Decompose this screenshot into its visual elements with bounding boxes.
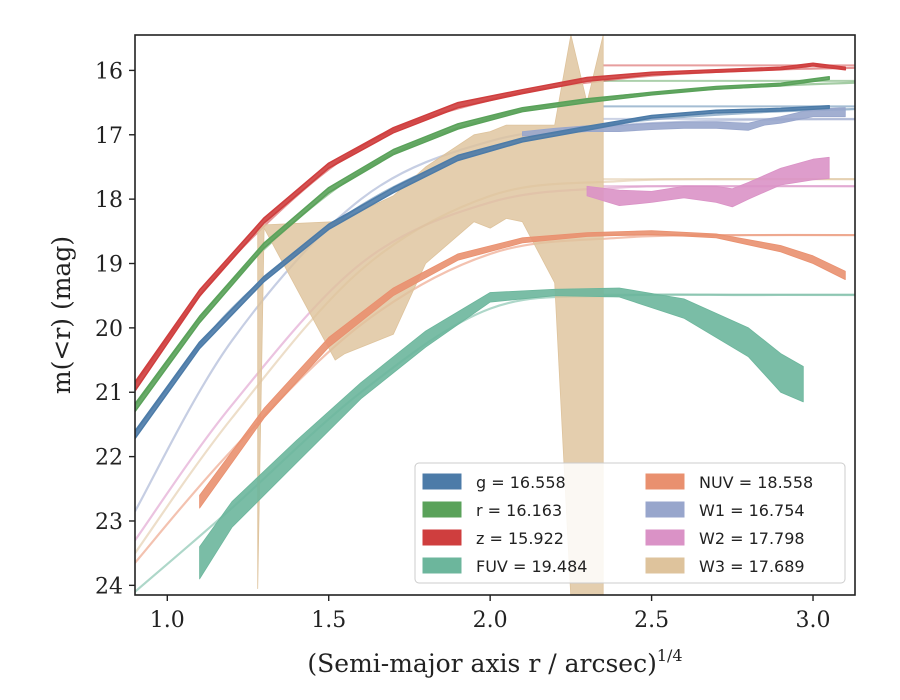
y-axis-label: m(<r) (mag) [47,236,76,394]
x-axis-label: (Semi-major axis r / arcsec)1/4 [307,646,682,678]
legend-swatch-w1 [645,501,685,518]
band-w2 [586,156,830,208]
plot-frame [134,34,856,596]
legend-label-fuv: FUV = 19.484 [476,557,587,576]
legend: g = 16.558 r = 16.163 z = 15.922 FUV = 19.4… [414,462,846,584]
y-tick-label: 21 [95,381,123,406]
x-axis-label-power: 1/4 [657,646,683,665]
y-tick-label: 17 [95,124,123,149]
y-tick-label: 24 [95,574,123,599]
legend-frame [414,462,846,584]
x-tick-label: 2.0 [473,608,508,633]
legend-swatch-g [422,473,462,490]
x-tick-label: 2.5 [634,608,669,633]
data-bands [135,35,847,595]
band-g [135,105,830,440]
legend-swatch-w2 [645,529,685,546]
x-axis: 1.0 1.5 2.0 2.5 3.0 [150,595,831,633]
legend-swatch-w3 [645,557,685,574]
legend-label-w3: W3 = 17.689 [699,557,805,576]
legend-label-w2: W2 = 17.798 [699,529,805,548]
band-nuv [199,230,846,509]
band-z [135,62,847,392]
legend-label-z: z = 15.922 [476,529,564,548]
y-tick-label: 22 [95,446,123,471]
legend-label-w1: W1 = 16.754 [699,501,805,520]
legend-label-nuv: NUV = 18.558 [699,473,813,492]
band-r [135,76,830,413]
band-fuv [199,287,804,580]
y-tick-label: 19 [95,253,123,278]
y-tick-label: 18 [95,188,123,213]
legend-label-r: r = 16.163 [476,501,562,520]
legend-swatch-r [422,501,462,518]
y-tick-label: 16 [95,59,123,84]
y-tick-label: 20 [95,317,123,342]
y-tick-label: 23 [95,510,123,535]
legend-swatch-z [422,529,462,546]
legend-swatch-fuv [422,557,462,574]
x-tick-label: 1.5 [311,608,346,633]
y-axis: 16 17 18 19 20 21 22 23 24 [95,59,135,599]
band-w1 [522,107,846,137]
legend-label-g: g = 16.558 [476,473,566,492]
x-tick-label: 1.0 [150,608,185,633]
x-tick-label: 3.0 [796,608,831,633]
legend-swatch-nuv [645,473,685,490]
